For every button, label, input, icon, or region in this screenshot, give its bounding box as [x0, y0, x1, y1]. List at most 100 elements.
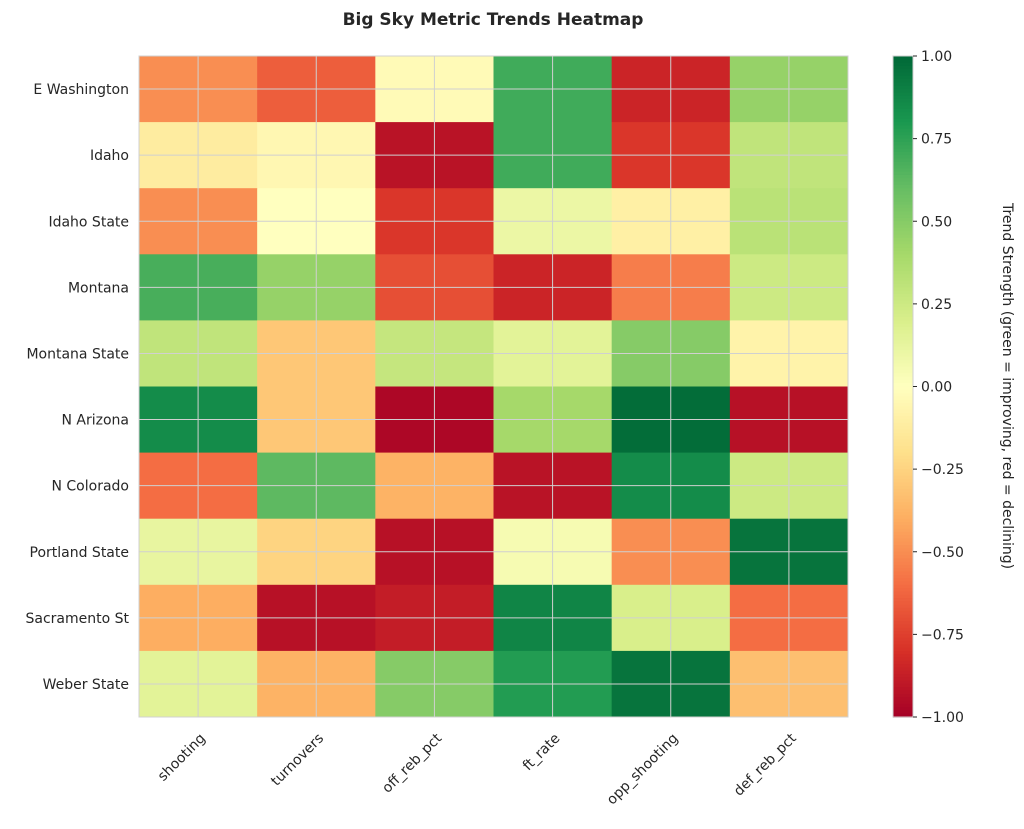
- colorbar-segment: [893, 132, 913, 136]
- colorbar-segment: [893, 541, 913, 546]
- colorbar-segment: [893, 201, 913, 206]
- colorbar-segment: [893, 343, 913, 348]
- colorbar-segment: [893, 257, 913, 262]
- colorbar-segment: [893, 250, 913, 255]
- colorbar-segment: [893, 287, 913, 292]
- colorbar-segment: [893, 498, 913, 503]
- colorbar-segment: [893, 502, 913, 507]
- colorbar-segment: [893, 452, 913, 457]
- colorbar-segment: [893, 270, 913, 275]
- colorbar-segment: [893, 393, 913, 398]
- column-labels: shooting turnovers off_reb_pct ft_rate opp_s…: [155, 730, 800, 808]
- grid-lines: [138, 55, 849, 718]
- colorbar-segment: [893, 677, 913, 682]
- row-label: N Colorado: [51, 479, 129, 495]
- colorbar-segment: [893, 353, 913, 358]
- row-label: E Washington: [33, 82, 129, 98]
- colorbar-segment: [893, 115, 913, 120]
- colorbar-segment: [893, 208, 913, 212]
- colorbar-segment: [893, 518, 913, 523]
- colorbar-segment: [893, 89, 913, 93]
- row-label: Idaho State: [48, 214, 129, 230]
- colorbar-segment: [893, 277, 913, 282]
- column-label: opp_shooting: [604, 731, 682, 809]
- colorbar-segment: [893, 254, 913, 259]
- colorbar-segment: [893, 492, 913, 497]
- colorbar-segment: [893, 79, 913, 84]
- colorbar-segment: [893, 168, 913, 173]
- colorbar-segment: [893, 141, 913, 146]
- colorbar-segment: [893, 72, 913, 77]
- colorbar-segment: [893, 333, 913, 338]
- colorbar-segment: [893, 155, 913, 160]
- colorbar-segment: [893, 300, 913, 305]
- colorbar-segment: [893, 601, 913, 606]
- colorbar-segment: [893, 366, 913, 371]
- colorbar-tick-label: 0.25: [921, 297, 952, 313]
- colorbar-segment: [893, 165, 913, 169]
- colorbar-segment: [893, 323, 913, 328]
- colorbar-segment: [893, 105, 913, 110]
- column-label: def_reb_pct: [731, 730, 800, 799]
- colorbar-segment: [893, 505, 913, 510]
- colorbar-segment: [893, 237, 913, 242]
- colorbar-segment: [893, 631, 913, 635]
- colorbar-segment: [893, 558, 913, 563]
- colorbar-segment: [893, 376, 913, 381]
- colorbar-segment: [893, 598, 913, 602]
- colorbar-segment: [893, 56, 913, 60]
- colorbar-segment: [893, 260, 913, 265]
- colorbar-segment: [893, 181, 913, 186]
- colorbar-tick-label: −0.75: [921, 627, 964, 643]
- colorbar-segment: [893, 581, 913, 586]
- colorbar-segment: [893, 59, 913, 64]
- row-labels: E Washington Idaho Idaho State Montana Monta…: [25, 82, 129, 693]
- colorbar-segment: [893, 92, 913, 97]
- colorbar-segment: [893, 122, 913, 127]
- colorbar-segment: [893, 465, 913, 470]
- colorbar-tick-label: −1.00: [921, 710, 964, 726]
- colorbar-segment: [893, 432, 913, 437]
- colorbar-segment: [893, 293, 913, 298]
- colorbar-segment: [893, 568, 913, 573]
- colorbar-segment: [893, 297, 913, 302]
- colorbar-segment: [893, 198, 913, 203]
- colorbar-segment: [893, 241, 913, 245]
- colorbar-segment: [893, 310, 913, 315]
- colorbar-tick-label: 0.50: [921, 214, 952, 230]
- colorbar-segment: [893, 363, 913, 368]
- colorbar-segment: [893, 426, 913, 431]
- colorbar-segment: [893, 95, 913, 100]
- colorbar-segment: [893, 403, 913, 407]
- column-label: shooting: [155, 731, 209, 785]
- column-label: turnovers: [268, 731, 327, 790]
- colorbar-segment: [893, 148, 913, 153]
- colorbar-segment: [893, 614, 913, 619]
- column-label: off_reb_pct: [379, 730, 445, 796]
- colorbar-segment: [893, 204, 913, 209]
- colorbar-segment: [893, 383, 913, 388]
- colorbar-tick-label: −0.50: [921, 545, 964, 561]
- colorbar-segment: [893, 419, 913, 424]
- colorbar-segment: [893, 112, 913, 117]
- colorbar-segment: [893, 227, 913, 232]
- colorbar-segment: [893, 650, 913, 655]
- colorbar-segment: [893, 561, 913, 566]
- colorbar-segment: [893, 102, 913, 107]
- colorbar-segment: [893, 664, 913, 669]
- row-label: Weber State: [43, 677, 129, 693]
- colorbar-segment: [893, 396, 913, 401]
- colorbar-segment: [893, 459, 913, 464]
- row-label: Idaho: [90, 148, 129, 164]
- colorbar-segment: [893, 135, 913, 140]
- colorbar-segment: [893, 654, 913, 659]
- colorbar-segment: [893, 320, 913, 325]
- colorbar-segment: [893, 475, 913, 480]
- colorbar-segment: [893, 346, 913, 351]
- colorbar-segment: [893, 611, 913, 616]
- colorbar-segment: [893, 178, 913, 183]
- colorbar-segment: [893, 412, 913, 417]
- colorbar-segment: [893, 637, 913, 642]
- colorbar-segment: [893, 703, 913, 708]
- colorbar-segment: [893, 531, 913, 536]
